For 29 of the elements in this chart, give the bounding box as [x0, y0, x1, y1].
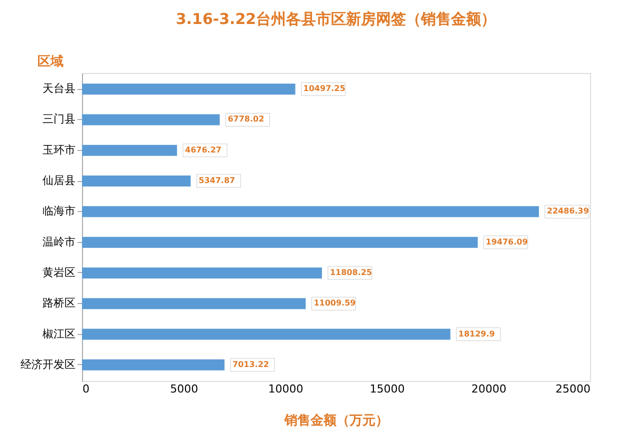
y-tick-label: 经济开发区 — [20, 358, 76, 371]
x-axis-title: 销售金额（万元） — [284, 412, 388, 428]
x-tick-label: 5000 — [170, 382, 198, 396]
data-label: 7013.22 — [232, 360, 269, 369]
x-tick-label: 10000 — [268, 382, 304, 396]
y-tick-label: 黄岩区 — [42, 266, 76, 279]
data-label: 11009.59 — [314, 298, 356, 308]
x-tick-label: 0 — [82, 382, 90, 396]
data-label: 4676.27 — [185, 145, 222, 154]
data-label: 6778.02 — [228, 114, 264, 124]
x-tick-label: 15000 — [370, 382, 405, 396]
y-tick-label: 三门县 — [42, 112, 76, 126]
x-tick-label: 20000 — [471, 382, 506, 396]
y-tick-label: 路桥区 — [42, 296, 76, 310]
data-label: 19476.09 — [486, 237, 528, 246]
data-label: 22486.39 — [546, 206, 590, 216]
chart-title: 3.16-3.22台州各县市区新房网签（销售金额） — [176, 10, 496, 28]
y-tick-label: 椒江区 — [42, 327, 76, 340]
y-tick-label: 仙居县 — [42, 174, 76, 188]
x-tick-label: 25000 — [556, 382, 590, 396]
y-tick-label: 天台县 — [42, 82, 76, 96]
data-label: 10497.25 — [303, 84, 346, 94]
y-tick-label: 温岭市 — [42, 235, 76, 248]
y-axis-title: 区域 — [38, 54, 64, 70]
y-tick-label: 玉环市 — [42, 143, 76, 156]
data-label: 18129.9 — [458, 329, 496, 338]
y-tick-label: 临海市 — [42, 204, 76, 218]
data-label: 11808.25 — [330, 268, 372, 277]
data-label: 5347.87 — [198, 176, 236, 186]
